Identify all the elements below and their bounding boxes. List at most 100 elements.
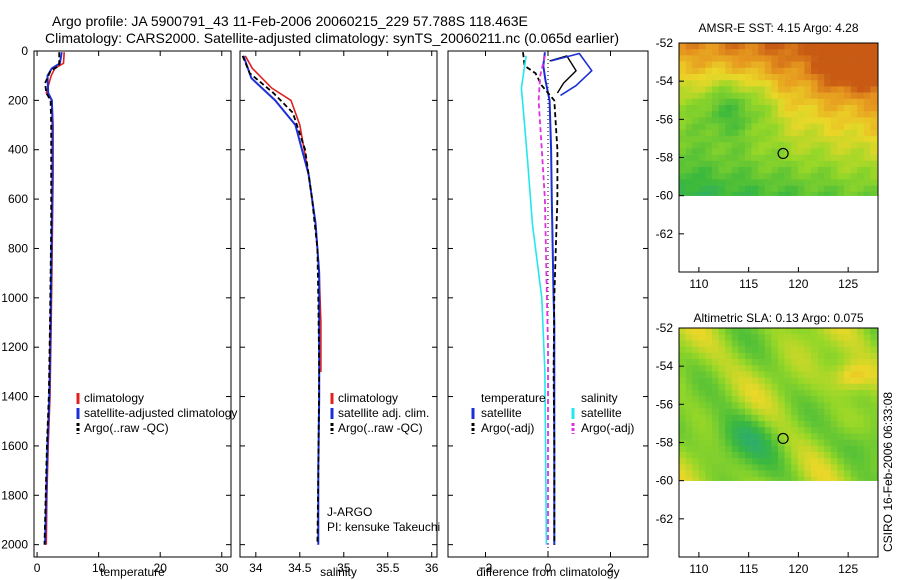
heatmap-cell (745, 49, 752, 56)
heatmap-cell (725, 49, 733, 56)
heatmap-cell (725, 334, 733, 341)
heatmap-cell (863, 439, 871, 447)
heatmap-cell (725, 365, 733, 372)
heatmap-cell (844, 445, 851, 453)
heatmap-cell (850, 334, 858, 341)
heatmap-cell (738, 136, 746, 143)
heatmap-cell (685, 470, 693, 478)
heatmap-cell (850, 439, 858, 447)
heatmap-cell (824, 377, 832, 385)
heatmap-cell (771, 98, 779, 106)
heatmap-cell (745, 383, 752, 391)
heatmap-cell (850, 464, 858, 471)
heatmap-cell (718, 427, 726, 434)
heatmap-cell (685, 439, 693, 447)
heatmap-cell (738, 421, 746, 428)
heatmap-cell (698, 123, 706, 131)
heatmap-cell (824, 123, 832, 131)
heatmap-cell (791, 67, 799, 75)
heatmap-cell (764, 154, 772, 162)
heatmap-cell (811, 167, 818, 174)
heatmap-cell (844, 383, 851, 391)
heatmap-cell (692, 185, 700, 193)
heatmap-cell (784, 86, 792, 93)
heatmap-cell (857, 123, 865, 131)
heatmap-cell (837, 383, 845, 391)
heatmap-cell (679, 74, 686, 81)
heatmap-cell (844, 402, 851, 409)
heatmap-cell (685, 55, 693, 62)
heatmap-cell (830, 173, 838, 180)
heatmap-cell (764, 67, 772, 75)
heatmap-cell (791, 476, 799, 481)
heatmap-cell (857, 136, 865, 143)
heatmap-cell (804, 92, 812, 100)
heatmap-cell (778, 43, 785, 50)
heatmap-cell (870, 67, 878, 75)
heatmap-cell (830, 154, 838, 162)
y-tick-label: -60 (656, 474, 674, 488)
heatmap-cell (731, 433, 739, 440)
heatmap-cell (698, 49, 706, 56)
heatmap-cell (718, 191, 726, 196)
series-line-temperature-argo-adj- (522, 52, 559, 545)
heatmap-cell (811, 86, 818, 93)
heatmap-cell (712, 148, 719, 155)
heatmap-cell (738, 377, 746, 385)
heatmap-cell (698, 427, 706, 434)
heatmap-cell (797, 427, 805, 434)
heatmap-cell (758, 464, 766, 471)
heatmap-cell (784, 390, 792, 397)
heatmap-cell (712, 439, 719, 447)
heatmap-cell (738, 328, 746, 335)
heatmap-cell (705, 439, 713, 447)
heatmap-cell (751, 352, 759, 360)
heatmap-cell (791, 445, 799, 453)
heatmap-cell (712, 458, 719, 465)
heatmap-cell (698, 154, 706, 162)
heatmap-cell (857, 433, 865, 440)
series-line-temperature-satellite (542, 52, 556, 545)
heatmap-cell (863, 136, 871, 143)
y-tick-label: 600 (8, 192, 28, 206)
legend-label: satellite (481, 406, 522, 420)
heatmap-cell (718, 470, 726, 478)
heatmap-cell (824, 470, 832, 478)
heatmap-cell (731, 452, 739, 459)
heatmap-cell (850, 408, 858, 416)
heatmap-cell (771, 352, 779, 360)
heatmap-cell (758, 173, 766, 180)
heatmap-cell (751, 154, 759, 162)
heatmap-cell (685, 98, 693, 106)
heatmap-cell (837, 49, 845, 56)
heatmap-cell (863, 427, 871, 434)
heatmap-cell (764, 61, 772, 69)
heatmap-cell (685, 402, 693, 409)
heatmap-cell (804, 346, 812, 354)
heatmap-cell (745, 167, 752, 174)
heatmap-cell (685, 111, 693, 118)
heatmap-cell (804, 377, 812, 385)
heatmap-cell (870, 396, 878, 403)
heatmap-cell (725, 86, 733, 93)
y-tick-label: -58 (656, 436, 674, 450)
heatmap-cell (731, 43, 739, 50)
heatmap-cell (863, 154, 871, 162)
heatmap-cell (751, 98, 759, 106)
heatmap-cell (791, 433, 799, 440)
heatmap-cell (731, 359, 739, 366)
heatmap-cell (830, 396, 838, 403)
heatmap-cell (817, 185, 825, 193)
heatmap-cell (850, 476, 858, 481)
heatmap-cell (712, 92, 719, 100)
heatmap-cell (811, 396, 818, 403)
heatmap-cell (718, 185, 726, 193)
heatmap-cell (791, 334, 799, 341)
heatmap-cell (771, 160, 779, 168)
heatmap-cell (811, 445, 818, 453)
heatmap-cell (817, 129, 825, 137)
heatmap-cell (745, 346, 752, 354)
heatmap-cell (738, 470, 746, 478)
heatmap-cell (778, 396, 785, 403)
heatmap-cell (705, 470, 713, 478)
